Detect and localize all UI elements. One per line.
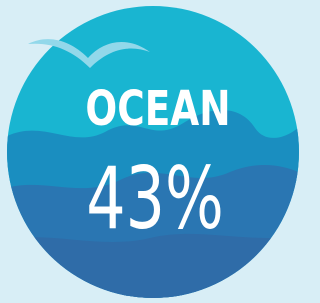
- value: 43%: [86, 148, 224, 249]
- ocean-badge: OCEAN 43%: [0, 0, 305, 303]
- label: OCEAN: [85, 82, 230, 138]
